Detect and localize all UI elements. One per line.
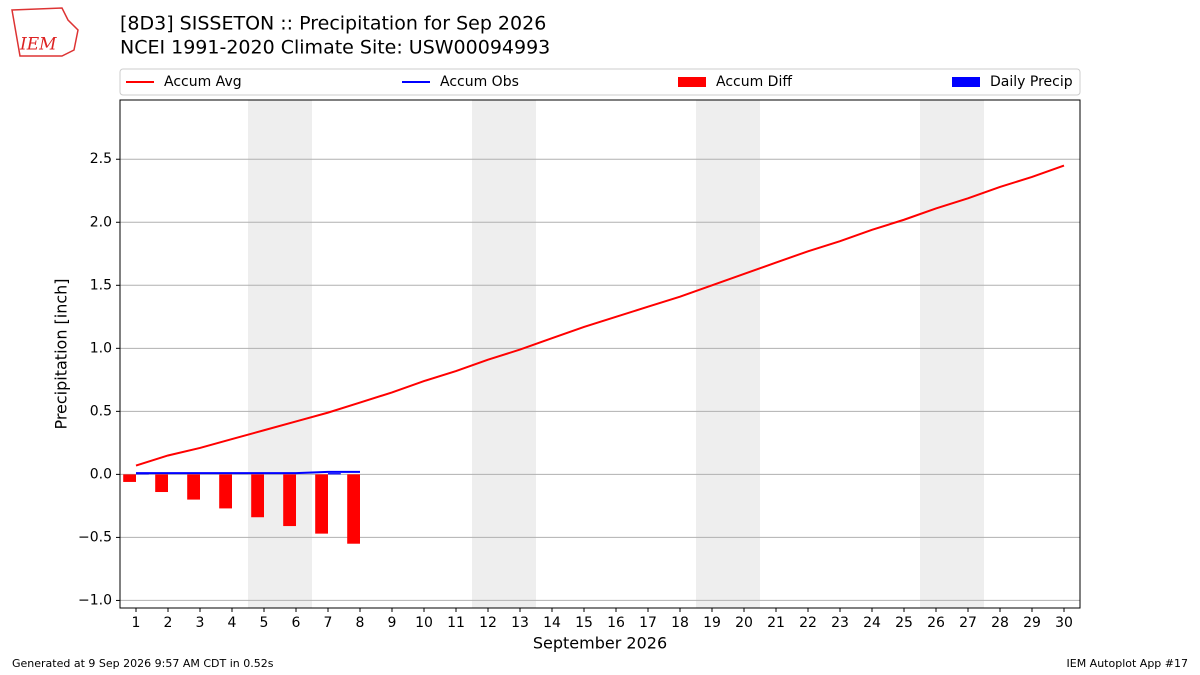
weekend-band <box>472 100 504 608</box>
bar <box>219 474 232 509</box>
y-tick-label: −0.5 <box>78 529 112 545</box>
bar <box>315 474 328 534</box>
weekend-band <box>952 100 984 608</box>
x-tick-label: 12 <box>479 615 497 631</box>
logo-outline <box>11 7 79 57</box>
plot-frame <box>119 99 1081 609</box>
x-tick-label: 8 <box>356 615 365 631</box>
line <box>136 470 360 475</box>
x-tick-label: 21 <box>767 615 785 631</box>
footer-left: Generated at 9 Sep 2026 9:57 AM CDT in 0… <box>12 657 274 670</box>
x-tick-label: 11 <box>447 615 465 631</box>
legend-label: Accum Avg <box>164 74 242 90</box>
chart-subtitle: NCEI 1991-2020 Climate Site: USW00094993 <box>120 37 550 59</box>
weekend-band <box>504 100 536 608</box>
x-tick-label: 3 <box>196 615 205 631</box>
bar <box>347 474 360 544</box>
line <box>135 164 1065 467</box>
x-tick-label: 18 <box>671 615 689 631</box>
x-tick-label: 20 <box>735 615 753 631</box>
bar <box>251 474 264 518</box>
bar <box>328 473 341 475</box>
footer-right: IEM Autoplot App #17 <box>1067 657 1189 670</box>
y-tick-label: 1.0 <box>90 340 112 356</box>
weekend-band <box>248 100 280 608</box>
y-axis-label: Precipitation [inch] <box>52 278 71 429</box>
y-tick-label: −1.0 <box>78 592 112 608</box>
legend-swatch <box>678 77 706 87</box>
x-tick-label: 16 <box>607 615 625 631</box>
legend-label: Daily Precip <box>990 74 1073 90</box>
y-tick-label: 1.5 <box>90 277 112 293</box>
x-tick-label: 28 <box>991 615 1009 631</box>
bar <box>187 474 200 500</box>
x-tick-label: 29 <box>1023 615 1041 631</box>
logo: IEM <box>19 35 57 55</box>
legend-swatch <box>952 77 980 87</box>
x-tick-label: 30 <box>1055 615 1073 631</box>
x-tick-label: 9 <box>388 615 397 631</box>
x-tick-label: 19 <box>703 615 721 631</box>
x-tick-label: 13 <box>511 615 529 631</box>
x-axis-label: September 2026 <box>533 634 667 653</box>
x-tick-label: 10 <box>415 615 433 631</box>
x-tick-label: 15 <box>575 615 593 631</box>
legend-label: Accum Diff <box>716 74 792 90</box>
y-tick-label: 0.5 <box>90 403 112 419</box>
x-tick-label: 4 <box>228 615 237 631</box>
weekend-band <box>728 100 760 608</box>
legend-label: Accum Obs <box>440 74 519 90</box>
y-tick-label: 2.0 <box>90 214 112 230</box>
x-tick-label: 7 <box>324 615 333 631</box>
bar <box>283 474 296 527</box>
weekend-band <box>696 100 728 608</box>
x-tick-label: 17 <box>639 615 657 631</box>
x-tick-label: 26 <box>927 615 945 631</box>
y-tick-label: 0.0 <box>90 466 112 482</box>
legend-box <box>119 68 1081 96</box>
x-tick-label: 27 <box>959 615 977 631</box>
x-tick-label: 6 <box>292 615 301 631</box>
x-tick-label: 2 <box>164 615 173 631</box>
y-tick-label: 2.5 <box>90 151 112 167</box>
bar <box>123 474 136 482</box>
bar <box>155 474 168 493</box>
chart-title: [8D3] SISSETON :: Precipitation for Sep … <box>120 13 546 35</box>
x-tick-label: 24 <box>863 615 881 631</box>
weekend-band <box>920 100 952 608</box>
x-tick-label: 5 <box>260 615 269 631</box>
x-tick-label: 14 <box>543 615 561 631</box>
x-tick-label: 1 <box>132 615 141 631</box>
x-tick-label: 23 <box>831 615 849 631</box>
weekend-band <box>280 100 312 608</box>
x-tick-label: 22 <box>799 615 817 631</box>
x-tick-label: 25 <box>895 615 913 631</box>
